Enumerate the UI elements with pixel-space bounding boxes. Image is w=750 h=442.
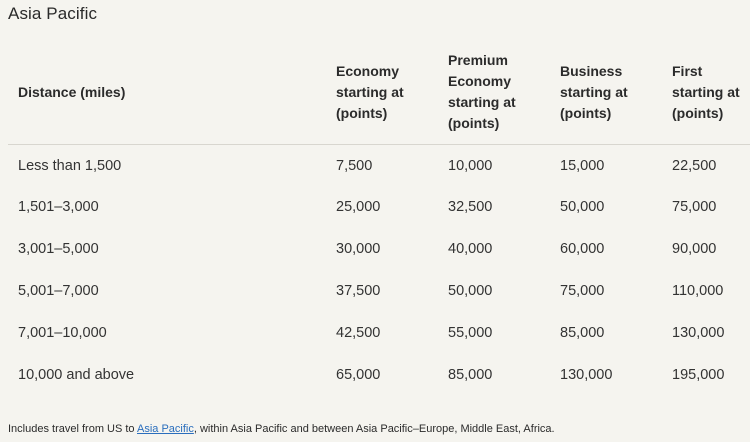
cell-premium-economy: 10,000 <box>448 157 493 174</box>
award-chart-table: Distance (miles) Economy starting at (po… <box>8 40 750 396</box>
cell-premium-economy: 50,000 <box>448 283 493 299</box>
cell-economy: 37,500 <box>336 283 381 299</box>
header-economy: Economy starting at (points) <box>326 40 438 145</box>
cell-economy: 7,500 <box>336 157 373 174</box>
cell-economy: 42,500 <box>336 325 381 341</box>
cell-first: 90,000 <box>672 241 717 257</box>
cell-business: 60,000 <box>560 241 605 257</box>
cell-economy: 65,000 <box>336 367 381 383</box>
cell-distance: 1,501–3,000 <box>18 199 99 215</box>
table-row: 1,501–3,000 25,000 32,500 50,000 75,000 <box>8 186 750 228</box>
table-row: 10,000 and above 65,000 85,000 130,000 1… <box>8 354 750 396</box>
table-row: 7,001–10,000 42,500 55,000 85,000 130,00… <box>8 312 750 354</box>
header-business: Business starting at (points) <box>550 40 662 145</box>
cell-business: 130,000 <box>560 367 613 383</box>
footnote-text-after: , within Asia Pacific and between Asia P… <box>193 423 555 435</box>
section-title: Asia Pacific <box>8 4 98 23</box>
cell-first: 195,000 <box>672 367 725 383</box>
cell-distance: 3,001–5,000 <box>18 241 99 257</box>
cell-economy: 30,000 <box>336 241 381 257</box>
cell-distance: 7,001–10,000 <box>18 325 107 341</box>
footnote: Includes travel from US to Asia Pacific,… <box>8 423 555 435</box>
cell-first: 75,000 <box>672 199 717 215</box>
footnote-text-before: Includes travel from US to <box>8 423 137 435</box>
cell-premium-economy: 85,000 <box>448 367 493 383</box>
cell-premium-economy: 32,500 <box>448 199 493 215</box>
cell-premium-economy: 55,000 <box>448 325 493 341</box>
cell-distance: Less than 1,500 <box>18 157 122 174</box>
table-row: Less than 1,500 7,500 10,000 15,000 22,5… <box>8 145 750 187</box>
cell-business: 75,000 <box>560 283 605 299</box>
cell-economy: 25,000 <box>336 199 381 215</box>
cell-distance: 5,001–7,000 <box>18 283 99 299</box>
table-header-row: Distance (miles) Economy starting at (po… <box>8 40 750 145</box>
cell-first: 130,000 <box>672 325 725 341</box>
table-row: 3,001–5,000 30,000 40,000 60,000 90,000 <box>8 228 750 270</box>
cell-business: 85,000 <box>560 325 605 341</box>
asia-pacific-link[interactable]: Asia Pacific <box>137 423 194 435</box>
header-premium-economy: Premium Economy starting at (points) <box>438 40 550 145</box>
header-distance: Distance (miles) <box>8 40 326 145</box>
cell-first: 110,000 <box>672 283 724 299</box>
cell-business: 15,000 <box>560 157 605 174</box>
cell-distance: 10,000 and above <box>18 367 135 383</box>
table-row: 5,001–7,000 37,500 50,000 75,000 110,000 <box>8 270 750 312</box>
header-first: First starting at (points) <box>662 40 750 145</box>
cell-business: 50,000 <box>560 199 605 215</box>
cell-premium-economy: 40,000 <box>448 241 493 257</box>
cell-first: 22,500 <box>672 157 717 174</box>
